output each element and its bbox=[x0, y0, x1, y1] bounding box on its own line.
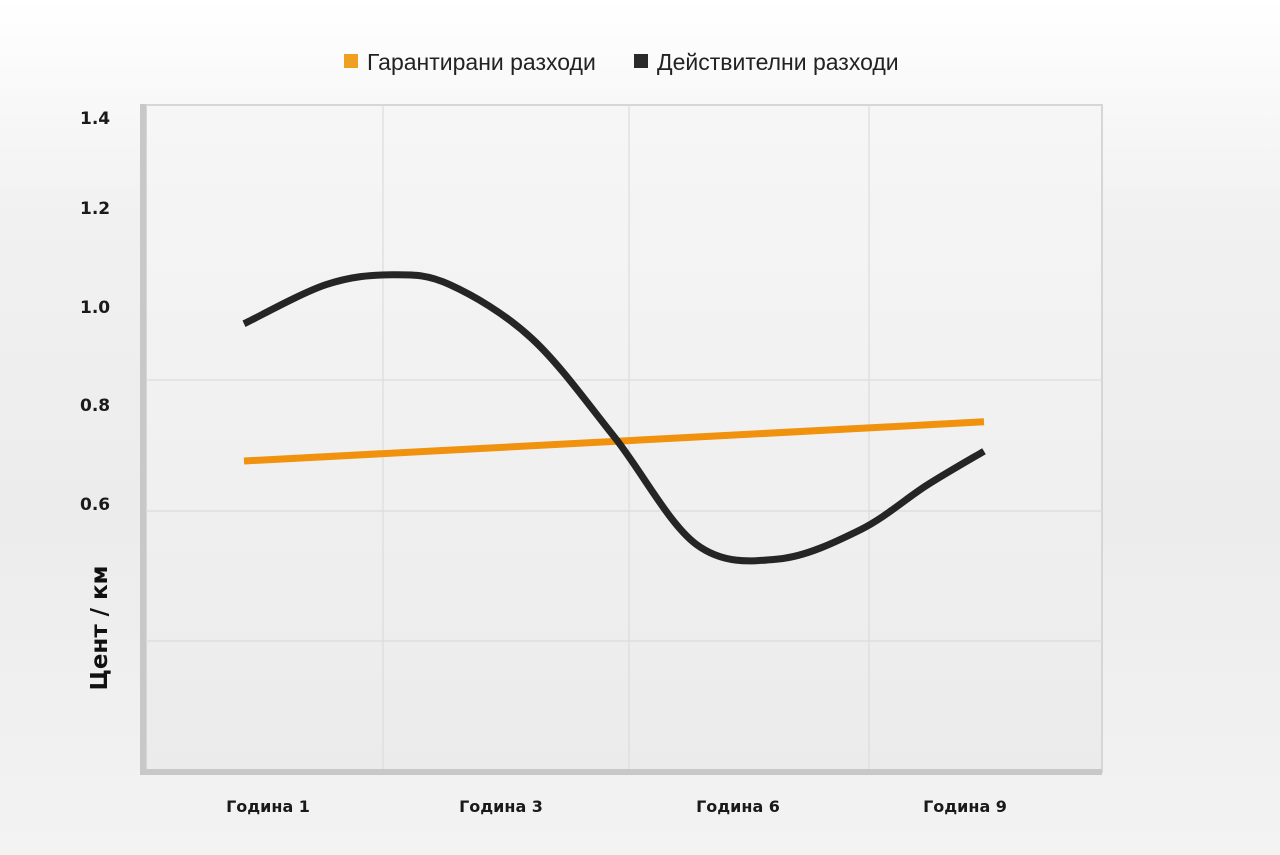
x-tick-label: Година 3 bbox=[459, 797, 543, 816]
y-tick-label: 1.2 bbox=[80, 199, 110, 219]
x-tick-label: Година 1 bbox=[226, 797, 310, 816]
y-axis-ticks: 1.4 1.2 1.0 0.8 0.6 bbox=[80, 109, 110, 515]
series-line-actual bbox=[242, 271, 986, 565]
y-axis-title: Цент / км bbox=[87, 566, 113, 691]
series-lines bbox=[242, 271, 986, 565]
legend-marker-guaranteed bbox=[344, 54, 358, 68]
x-tick-label: Година 6 bbox=[696, 797, 780, 816]
y-tick-label: 1.0 bbox=[80, 298, 110, 318]
y-tick-label: 0.6 bbox=[80, 495, 110, 515]
legend-label-guaranteed: Гарантирани разходи bbox=[367, 49, 596, 75]
y-tick-label: 1.4 bbox=[80, 109, 110, 129]
x-axis-ticks: Година 1 Година 3 Година 6 Година 9 bbox=[226, 797, 1007, 816]
y-tick-label: 0.8 bbox=[80, 396, 110, 416]
plot-area bbox=[140, 104, 1103, 775]
legend-label-actual: Действителни разходи bbox=[657, 49, 899, 75]
legend: Гарантирани разходи Действителни разходи bbox=[344, 49, 899, 75]
legend-marker-actual bbox=[634, 54, 648, 68]
x-tick-label: Година 9 bbox=[923, 797, 1007, 816]
